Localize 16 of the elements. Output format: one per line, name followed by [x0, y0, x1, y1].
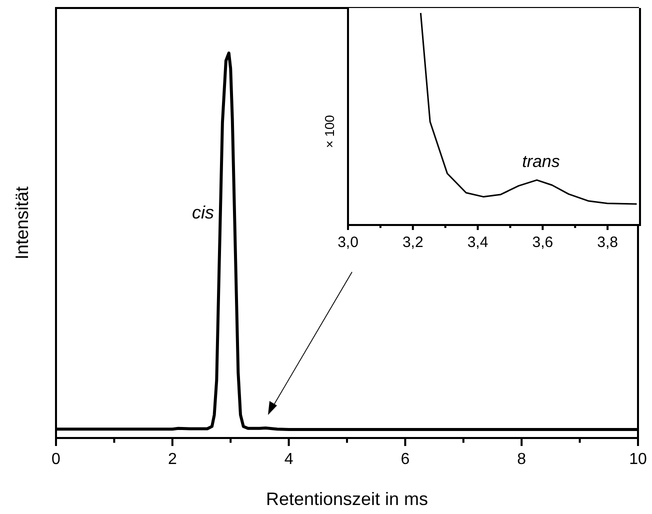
x-tick-label: 3,6: [532, 234, 554, 251]
x-tick-label: 3,8: [597, 234, 618, 251]
x-tick-label: 4: [284, 451, 294, 468]
x-tick-label: 2: [168, 451, 177, 468]
y-axis-title: × 100: [322, 115, 337, 148]
x-tick-label: 3,2: [402, 234, 424, 251]
x-tick-label: 6: [400, 451, 410, 468]
y-axis-title: Intensität: [12, 186, 32, 260]
annotation: trans: [522, 152, 560, 171]
x-tick-label: 3,0: [338, 234, 358, 251]
annotation: cis: [192, 202, 214, 222]
x-tick-label: 3,4: [467, 234, 488, 251]
x-tick-label: 0: [52, 451, 61, 468]
x-tick-label: 10: [629, 451, 647, 468]
x-axis-title: Retentionszeit in ms: [266, 489, 428, 509]
x-tick-label: 8: [517, 451, 526, 468]
